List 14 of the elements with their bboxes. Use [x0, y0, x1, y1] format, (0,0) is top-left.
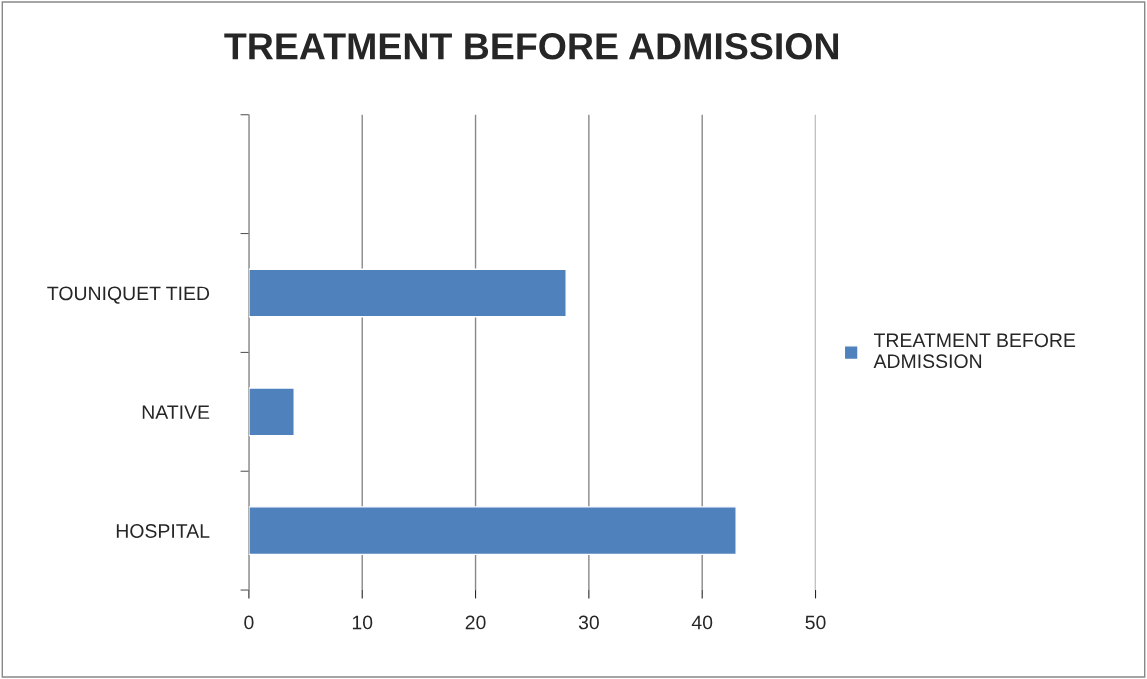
legend-label: TREATMENT BEFORE ADMISSION [873, 333, 1076, 369]
y-tick-label: TOUNIQUET TIED [47, 286, 210, 304]
x-tick-label: 40 [691, 615, 713, 630]
bar [248, 268, 567, 318]
x-tick-label: 50 [805, 615, 826, 630]
bar [248, 506, 737, 556]
chart-title: TREATMENT BEFORE ADMISSION [224, 33, 839, 60]
x-tick-label: 10 [352, 615, 373, 630]
x-tick-label: 20 [465, 615, 486, 630]
x-tick-label: 0 [244, 615, 254, 630]
x-tick-label: 30 [578, 615, 599, 630]
bar [248, 387, 295, 437]
y-tick-label: HOSPITAL [116, 524, 210, 538]
y-tick-label: NATIVE [142, 405, 210, 419]
